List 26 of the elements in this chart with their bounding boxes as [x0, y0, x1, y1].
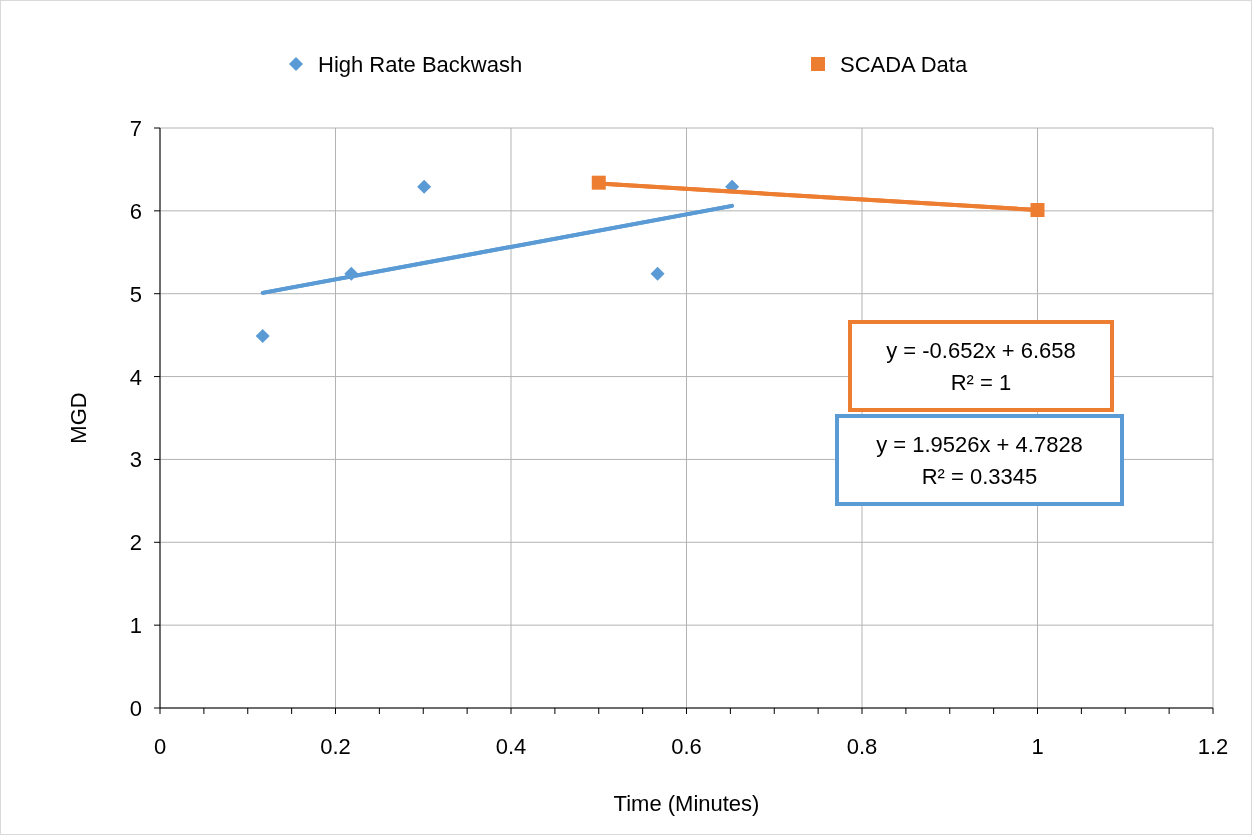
y-tick-label: 5 [129, 281, 142, 307]
y-tick-label: 0 [129, 696, 142, 721]
x-tick-label: 0.4 [495, 734, 527, 759]
y-tick-label: 1 [129, 613, 142, 639]
point [650, 266, 665, 281]
x-tick-label: 0.2 [320, 734, 351, 759]
y-tick-label: 2 [129, 530, 142, 556]
y-axis-title: MGD [66, 392, 91, 444]
y-tick-label: 6 [129, 198, 142, 224]
annotation: y = 1.9526x + 4.7828 [876, 432, 1083, 457]
x-tick-label: 1.2 [1197, 734, 1229, 759]
point [255, 328, 270, 343]
x-tick-label: 1 [1031, 734, 1044, 759]
y-tick-label: 7 [129, 116, 142, 141]
legend-label: SCADA Data [840, 52, 968, 77]
legend-label: High Rate Backwash [318, 52, 523, 77]
x-axis-title: Time (Minutes) [613, 791, 760, 816]
annotation: R² = 1 [950, 370, 1012, 395]
y-tick-label: 3 [129, 447, 142, 473]
y-tick-label: 4 [129, 364, 142, 390]
x-tick-label: 0 [153, 734, 167, 759]
point [417, 179, 432, 194]
annotation: y = -0.652x + 6.658 [886, 338, 1076, 363]
x-tick-label: 0.8 [846, 734, 878, 759]
annotation: R² = 0.3345 [921, 464, 1038, 489]
x-tick-label: 0.6 [671, 734, 702, 759]
